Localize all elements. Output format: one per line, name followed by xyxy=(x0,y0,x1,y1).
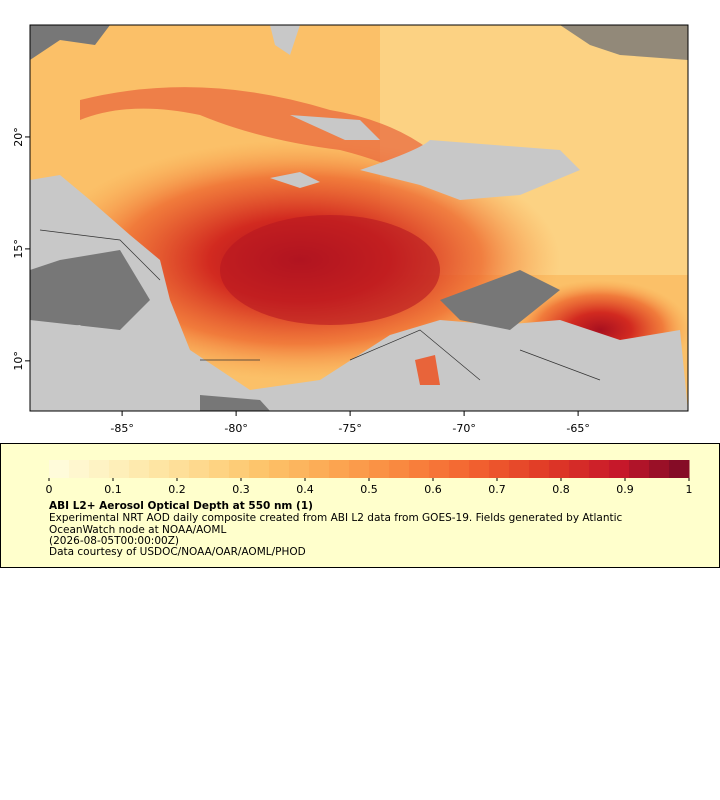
colorbar-segment xyxy=(429,460,450,478)
x-tick-label: -65° xyxy=(566,422,589,435)
legend-title: ABI L2+ Aerosol Optical Depth at 550 nm … xyxy=(49,500,313,512)
legend-panel: 0 0.1 0.2 0.3 0.4 0.5 0.6 0.7 0.8 0.9 1 ABI L2+ Ae… xyxy=(0,443,720,568)
x-tick-label: -85° xyxy=(110,422,133,435)
map: -85° -80° -75° -70° -65° 10° 15° 20° xyxy=(12,24,689,435)
colorbar-segment xyxy=(229,460,250,478)
colorbar-tick-label: 0.6 xyxy=(424,483,442,496)
colorbar-segment xyxy=(589,460,610,478)
colorbar-segment xyxy=(89,460,110,478)
colorbar-segment xyxy=(189,460,210,478)
x-tick-label: -75° xyxy=(338,422,361,435)
colorbar-segment xyxy=(69,460,90,478)
colorbar-segment xyxy=(329,460,350,478)
colorbar-tick-label: 0.2 xyxy=(168,483,186,496)
colorbar-tick-label: 0.3 xyxy=(232,483,250,496)
colorbar-segment xyxy=(209,460,230,478)
colorbar-segment xyxy=(569,460,590,478)
colorbar-segment xyxy=(549,460,570,478)
colorbar-tick-label: 0.1 xyxy=(104,483,122,496)
colorbar-segment xyxy=(389,460,410,478)
colorbar: 0 0.1 0.2 0.3 0.4 0.5 0.6 0.7 0.8 0.9 1 xyxy=(46,460,693,496)
y-tick-label: 15° xyxy=(12,239,25,259)
colorbar-segment xyxy=(309,460,330,478)
x-tick-label: -80° xyxy=(224,422,247,435)
colorbar-segment xyxy=(169,460,190,478)
colorbar-tick-label: 0.4 xyxy=(296,483,314,496)
colorbar-segment xyxy=(669,460,690,478)
colorbar-tick-label: 0.7 xyxy=(488,483,506,496)
colorbar-segment xyxy=(129,460,150,478)
colorbar-segment xyxy=(349,460,370,478)
x-tick-label: -70° xyxy=(452,422,475,435)
colorbar-segment xyxy=(49,460,70,478)
colorbar-segment xyxy=(109,460,130,478)
colorbar-segment xyxy=(489,460,510,478)
colorbar-segment xyxy=(289,460,310,478)
colorbar-tick-label: 0.5 xyxy=(360,483,378,496)
map-frame xyxy=(29,24,689,412)
colorbar-segment xyxy=(629,460,650,478)
colorbar-segment xyxy=(449,460,470,478)
colorbar-segment xyxy=(529,460,550,478)
colorbar-segment xyxy=(149,460,170,478)
colorbar-tick-label: 0.9 xyxy=(616,483,634,496)
y-tick-label: 20° xyxy=(12,127,25,147)
colorbar-segment xyxy=(649,460,670,478)
colorbar-segment xyxy=(409,460,430,478)
legend-credit: Data courtesy of USDOC/NOAA/OAR/AOML/PHO… xyxy=(49,546,306,558)
colorbar-tick-label: 1 xyxy=(686,483,693,496)
y-tick-label: 10° xyxy=(12,351,25,371)
colorbar-segment xyxy=(469,460,490,478)
colorbar-segment xyxy=(369,460,390,478)
colorbar-tick-label: 0 xyxy=(46,483,53,496)
legend-time: (2026-08-05T00:00:00Z) xyxy=(49,535,179,547)
legend-description: Experimental NRT AOD daily composite cre… xyxy=(49,512,623,536)
colorbar-segment xyxy=(249,460,270,478)
colorbar-segment xyxy=(509,460,530,478)
colorbar-segment xyxy=(269,460,290,478)
colorbar-segment xyxy=(609,460,630,478)
map-image xyxy=(30,25,688,411)
colorbar-tick-label: 0.8 xyxy=(552,483,570,496)
